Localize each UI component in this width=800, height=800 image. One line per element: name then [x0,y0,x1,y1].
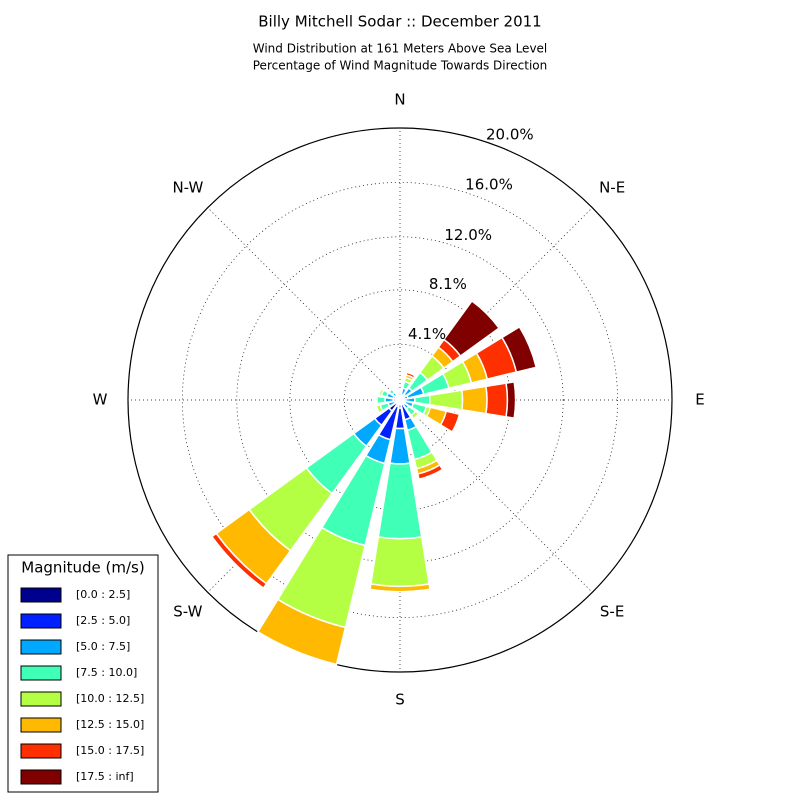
grid-spoke [399,207,593,401]
r-tick-label: 4.1% [408,325,446,343]
direction-label: N [394,91,405,109]
legend-label: [12.5 : 15.0] [76,718,144,731]
legend-label: [5.0 : 7.5] [76,640,130,653]
outer-circle [127,127,673,673]
rose-segment [505,381,517,419]
rose-segment [442,299,501,358]
rose-segment [405,370,417,377]
rose-segment [485,382,509,418]
legend-swatch [20,691,62,707]
legend-swatch [20,665,62,681]
legend-label: [15.0 : 17.5] [76,744,144,757]
rose-segment [376,395,387,405]
rose-segment [377,462,423,540]
rose-segment [369,536,431,588]
rose-segment [389,427,411,465]
direction-label: N-E [599,178,625,196]
legend-swatch [20,743,62,759]
r-tick-label: 20.0% [486,125,534,143]
legend-swatch [20,769,62,785]
direction-label: W [93,391,108,409]
legend-swatch [20,717,62,733]
direction-label: N-W [172,178,203,196]
r-tick-label: 16.0% [465,176,513,194]
legend-swatch [20,613,62,629]
chart-title: Billy Mitchell Sodar :: December 2011 [258,13,541,31]
grid-ring [182,182,618,618]
rose-segment [396,392,399,395]
rose-segment [451,414,461,433]
legend-label: [2.5 : 5.0] [76,614,130,627]
direction-label: S-W [173,603,202,621]
legend-label: [17.5 : inf] [76,770,134,783]
rose-segment [460,385,488,415]
legend-swatch [20,587,62,603]
legend-label: [7.5 : 10.0] [76,666,137,679]
direction-label: S-E [600,603,624,621]
chart-subtitle: Percentage of Wind Magnitude Towards Dir… [253,59,547,73]
direction-label: S [395,691,405,709]
grid-spoke [399,399,593,593]
legend-swatch [20,639,62,655]
rose-segment [413,394,431,406]
grid-spoke [207,207,401,401]
r-tick-label: 8.1% [429,275,467,293]
rose-segment [501,325,538,373]
legend-label: [10.0 : 12.5] [76,692,144,705]
r-tick-label: 12.0% [444,226,492,244]
rose-segment [428,389,464,411]
legend-title: Magnitude (m/s) [21,559,144,577]
chart-subtitle: Wind Distribution at 161 Meters Above Se… [253,42,548,56]
legend-label: [0.0 : 2.5] [76,588,130,601]
direction-label: E [695,391,704,409]
